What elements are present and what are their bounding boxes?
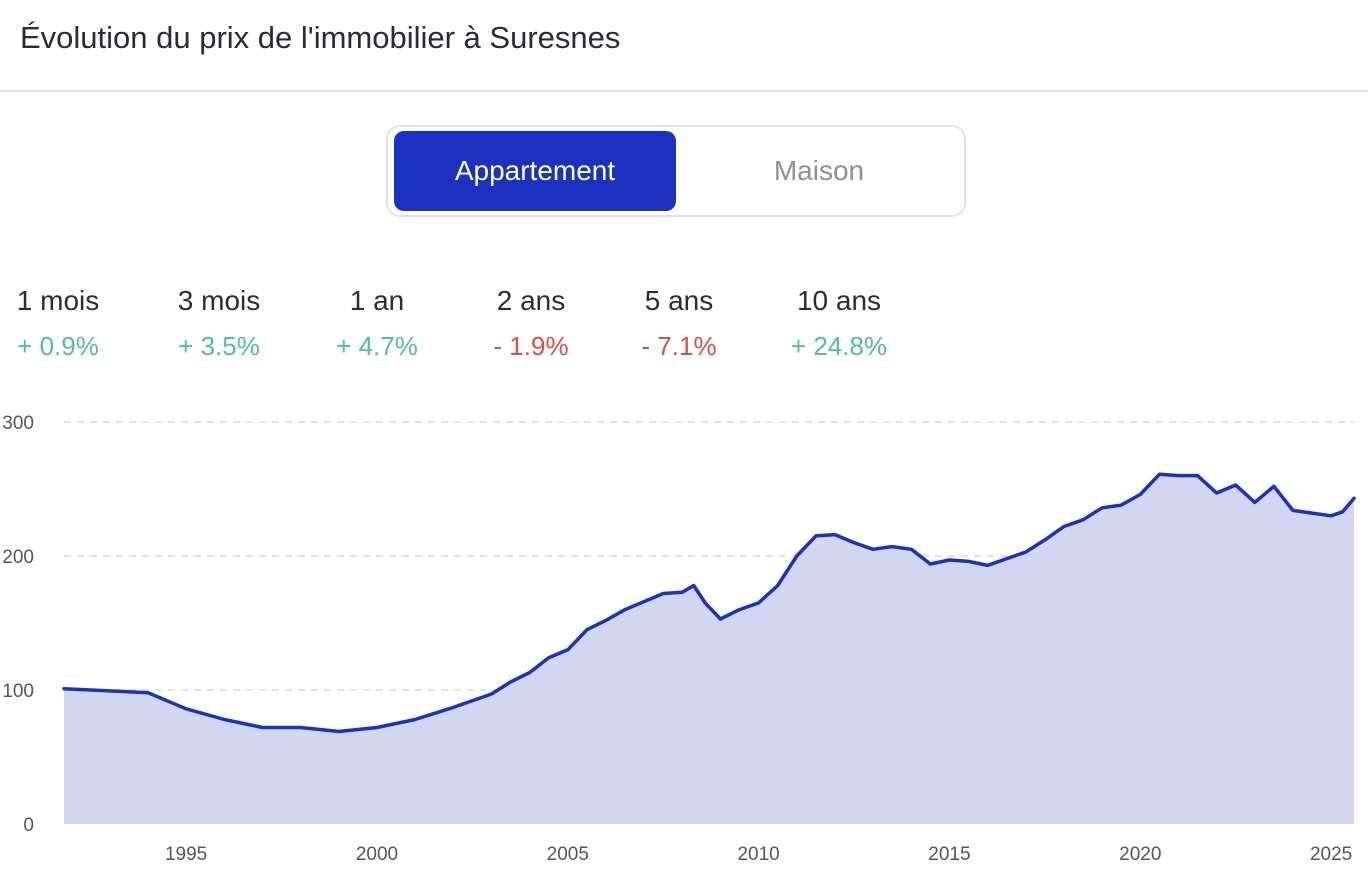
x-axis-labels: 1995 2000 2005 2010 2015 2020 2025 xyxy=(165,844,1352,865)
stat-1-an: 1 an + 4.7% xyxy=(322,285,432,362)
stat-1-mois: 1 mois + 0.9% xyxy=(0,285,116,362)
y-tick-label: 200 xyxy=(2,547,34,568)
stat-5-ans: 5 ans - 7.1% xyxy=(624,285,734,362)
grid-lines xyxy=(64,421,1354,691)
stat-10-ans: 10 ans + 24.8% xyxy=(774,285,904,362)
price-change-stats: 1 mois + 0.9% 3 mois + 3.5% 1 an + 4.7% … xyxy=(0,285,1000,375)
chart-area xyxy=(62,472,1356,824)
price-chart: 0 100 200 300 1995 2000 2005 2010 2015 2020 2025 xyxy=(2,413,1356,865)
page-header: Évolution du prix de l'immobilier à Sure… xyxy=(0,0,1368,92)
y-tick-label: 0 xyxy=(23,815,34,836)
x-tick-label: 2015 xyxy=(928,844,970,865)
stat-value: - 7.1% xyxy=(641,331,717,361)
y-tick-label: 100 xyxy=(2,681,34,702)
maison-tab[interactable]: Maison xyxy=(773,155,865,186)
stat-label: 1 an xyxy=(349,285,405,316)
stat-value: - 1.9% xyxy=(493,331,569,361)
y-tick-label: 300 xyxy=(2,413,34,434)
x-tick-label: 2000 xyxy=(356,844,398,865)
y-axis-labels: 0 100 200 300 xyxy=(2,413,34,836)
stat-label: 2 ans xyxy=(496,285,566,316)
x-tick-label: 1995 xyxy=(165,844,207,865)
stat-value: + 3.5% xyxy=(178,331,260,361)
stat-label: 1 mois xyxy=(16,285,100,316)
stat-2-ans: 2 ans - 1.9% xyxy=(476,285,586,362)
price-area-fill xyxy=(64,474,1354,824)
stat-value: + 24.8% xyxy=(790,331,888,361)
x-tick-label: 2020 xyxy=(1119,844,1161,865)
page-title: Évolution du prix de l'immobilier à Sure… xyxy=(20,20,621,55)
stat-3-mois: 3 mois + 3.5% xyxy=(160,285,278,362)
x-tick-label: 2005 xyxy=(547,844,589,865)
property-type-toggle: Appartement Maison xyxy=(386,125,966,217)
price-line xyxy=(62,472,1356,734)
appartement-tab[interactable]: Appartement xyxy=(394,131,676,211)
x-tick-label: 2010 xyxy=(737,844,779,865)
stat-label: 3 mois xyxy=(177,285,261,316)
stat-value: + 0.9% xyxy=(17,331,99,361)
stat-label: 5 ans xyxy=(644,285,714,316)
x-tick-label: 2025 xyxy=(1310,844,1352,865)
stat-value: + 4.7% xyxy=(336,331,418,361)
stat-label: 10 ans xyxy=(796,285,882,316)
